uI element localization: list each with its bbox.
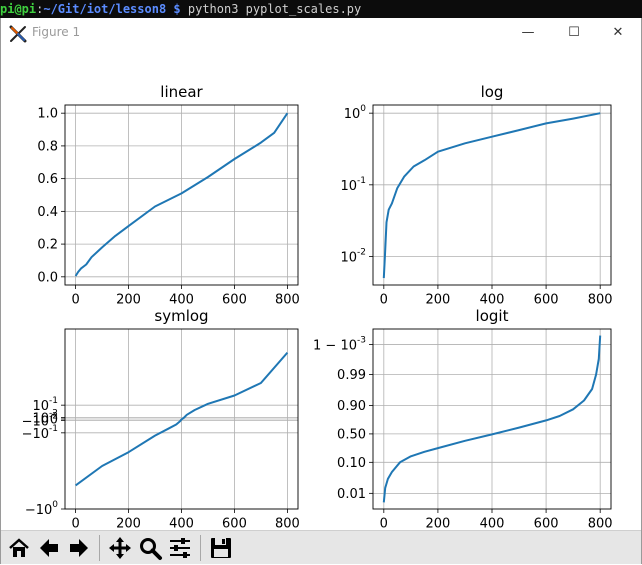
tick-label: 800 <box>588 293 613 308</box>
terminal-command: python3 pyplot_scales.py <box>180 2 362 16</box>
terminal-path: ~/Git/iot/lesson8 $ <box>43 2 181 16</box>
tick-label: 100 <box>344 104 367 122</box>
tick-label: 0 <box>50 413 58 428</box>
subplot-title: symlog <box>154 307 208 325</box>
tick-label: 0 <box>380 517 388 529</box>
tick-label: 400 <box>480 293 505 308</box>
tick-label: 0.2 <box>37 238 58 253</box>
tick-label: 200 <box>425 517 450 529</box>
axes-frame <box>372 104 612 286</box>
subplot-linear: linear 0 200 400 600 800 0.0 0.2 0.4 0.6 0.8 1.0 <box>37 83 300 308</box>
series-line <box>382 112 601 279</box>
tick-label: 800 <box>275 517 300 529</box>
subplot-log: log 0 200 400 600 800 10-2 10-1 100 <box>340 83 612 308</box>
home-icon[interactable] <box>6 535 32 561</box>
tick-label: 600 <box>534 517 559 529</box>
series-line <box>382 335 602 503</box>
tick-label: 1.0 <box>37 107 58 122</box>
tick-label: 0.99 <box>337 368 366 383</box>
tick-label: −10-1 <box>22 423 58 441</box>
tick-label: 800 <box>275 293 300 308</box>
tick-label: 0.8 <box>37 139 58 154</box>
navigation-toolbar <box>1 530 641 564</box>
subplot-title: logit <box>476 307 509 325</box>
tick-label: 0.01 <box>337 487 366 502</box>
minimize-button[interactable]: — <box>521 25 535 40</box>
toolbar-separator <box>99 535 100 561</box>
tick-label: 0 <box>380 293 388 308</box>
subplots-config-icon[interactable] <box>167 535 193 561</box>
window-title: Figure 1 <box>32 25 81 39</box>
tick-label: 10-1 <box>340 175 366 193</box>
tick-label: 10-2 <box>32 408 58 426</box>
axes-frame <box>64 328 299 510</box>
tick-label: 0 <box>71 517 79 529</box>
tick-label: 0.4 <box>37 205 58 220</box>
tick-label: 400 <box>169 517 194 529</box>
figure-canvas[interactable]: linear 0 200 400 600 800 0.0 0.2 0.4 0.6 0.8 1.0 log… <box>1 48 641 532</box>
terminal-user-host: pi@pi <box>0 2 37 16</box>
tick-label: 1 − 10-3 <box>313 335 366 353</box>
series-line <box>75 351 289 487</box>
subplot-logit: logit 0 200 400 600 800 0.01 0.10 0.50 0.90 0.99 1 … <box>313 307 613 532</box>
figure-svg: linear 0 200 400 600 800 0.0 0.2 0.4 0.6 0.8 1.0 log… <box>22 83 613 532</box>
subplot-title: linear <box>160 83 203 101</box>
pan-icon[interactable] <box>107 535 133 561</box>
close-button[interactable]: ✕ <box>612 25 624 40</box>
tick-label: 400 <box>480 517 505 529</box>
tick-label: 0.90 <box>337 399 366 414</box>
save-icon[interactable] <box>208 535 234 561</box>
axes-frame <box>372 328 612 510</box>
back-arrow-icon[interactable] <box>36 535 62 561</box>
tick-label: 800 <box>588 517 613 529</box>
tick-label: 600 <box>222 293 247 308</box>
maximize-button[interactable]: ☐ <box>568 25 580 40</box>
tick-label: −10-2 <box>22 411 58 429</box>
toolbar-separator <box>200 535 201 561</box>
matplotlib-x-icon <box>9 25 27 43</box>
tick-label: 400 <box>169 293 194 308</box>
zoom-icon[interactable] <box>137 535 163 561</box>
tick-label: 600 <box>222 517 247 529</box>
tick-label: 200 <box>425 293 450 308</box>
series-line <box>74 112 289 277</box>
tick-label: −100 <box>25 500 58 518</box>
terminal-command-line: pi@pi:~/Git/iot/lesson8 $ python3 pyplot… <box>0 0 642 18</box>
tick-label: 600 <box>534 293 559 308</box>
window-titlebar[interactable]: Figure 1 — ☐ ✕ <box>1 18 641 48</box>
tick-label: 200 <box>116 293 141 308</box>
tick-label: 0.0 <box>37 270 58 285</box>
terminal-colon: : <box>36 2 44 16</box>
figure-window: Figure 1 — ☐ ✕ linear 0 200 400 600 800 0.0 0.2… <box>0 18 642 564</box>
forward-arrow-icon[interactable] <box>66 535 92 561</box>
tick-label: 10-2 <box>340 247 366 265</box>
tick-label: 0.10 <box>337 456 366 471</box>
tick-label: 0.50 <box>337 427 366 442</box>
tick-label: 0.6 <box>37 172 58 187</box>
tick-label: 10-1 <box>32 396 58 414</box>
subplot-title: log <box>481 83 504 101</box>
tick-label: 200 <box>116 517 141 529</box>
axes-frame <box>64 104 299 286</box>
tick-label: 0 <box>71 293 79 308</box>
